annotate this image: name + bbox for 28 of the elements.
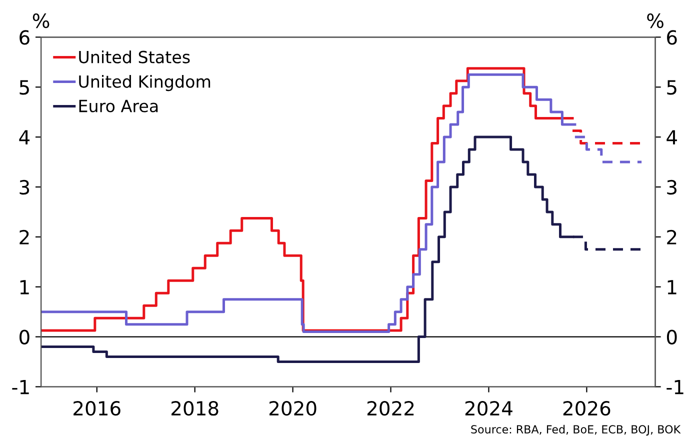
y2-tick-label: 5 xyxy=(667,80,676,95)
y2-axis-title: % xyxy=(647,13,664,28)
y2-tick-label: -1 xyxy=(666,380,684,394)
y2-tick-label: 2 xyxy=(667,230,676,244)
x-tick-label: 2018 xyxy=(172,400,218,416)
y-tick-label: 0 xyxy=(20,330,30,344)
legend-label: Euro Area xyxy=(79,100,158,112)
legend-label: United Kingdom xyxy=(79,74,210,92)
x-tick-label: 2016 xyxy=(74,400,120,416)
x-tick-label: 2022 xyxy=(367,400,414,416)
y-axis-title: % xyxy=(32,13,50,28)
y2-tick-label: 3 xyxy=(667,180,676,195)
y-tick-label: 3 xyxy=(20,180,30,195)
x-tick-label: 2020 xyxy=(269,400,316,416)
source-note: Source: RBA, Fed, BoE, ECB, BOJ, BOK xyxy=(471,424,681,436)
y2-tick-label: 1 xyxy=(668,280,676,294)
x-tick-label: 2026 xyxy=(563,400,610,416)
y-tick-label: 5 xyxy=(20,80,29,95)
y2-tick-label: 6 xyxy=(667,30,677,45)
y-tick-label: 2 xyxy=(20,230,29,244)
y-tick-label: -1 xyxy=(12,380,29,394)
y-tick-label: 6 xyxy=(20,30,30,45)
y2-tick-label: 0 xyxy=(666,330,677,344)
x-tick-label: 2024 xyxy=(465,400,512,416)
y-tick-label: 1 xyxy=(20,280,29,294)
y2-tick-label: 4 xyxy=(666,130,677,144)
y-tick-label: 4 xyxy=(19,130,30,144)
legend-label: United States xyxy=(79,50,190,64)
